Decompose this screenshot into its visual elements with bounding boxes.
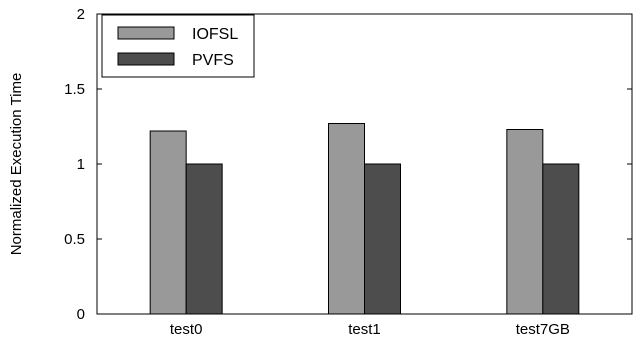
bar-iofsl-test1 xyxy=(328,123,365,315)
y-tick-label: 0 xyxy=(77,306,85,323)
legend-box xyxy=(101,14,255,78)
bar-pvfs-test1 xyxy=(364,163,401,315)
x-tick-label: test7GB xyxy=(516,321,570,338)
legend: IOFSL PVFS xyxy=(101,14,255,78)
x-tick-label: test1 xyxy=(348,321,381,338)
plot-frame xyxy=(96,13,633,315)
bar-pvfs-test7gb xyxy=(542,163,580,315)
legend-swatch-iofsl xyxy=(117,26,175,40)
x-tick-label: test0 xyxy=(170,321,203,338)
y-tick-label: 1 xyxy=(77,156,85,173)
bar-pvfs-test0 xyxy=(185,163,223,315)
y-tick-label: 0.5 xyxy=(64,231,85,248)
legend-label-iofsl: IOFSL xyxy=(192,26,238,43)
legend-swatch-pvfs xyxy=(117,52,175,66)
bars-layer xyxy=(149,123,580,315)
labels-layer: 0 0.5 1 1.5 2 test0 test1 test7GB xyxy=(64,6,570,338)
bar-iofsl-test7gb xyxy=(506,129,544,315)
bar-iofsl-test0 xyxy=(149,130,187,315)
legend-label-pvfs: PVFS xyxy=(192,52,234,69)
y-axis-label: Normalized Execution Time xyxy=(8,73,25,256)
y-tick-label: 1.5 xyxy=(64,81,85,98)
y-tick-label: 2 xyxy=(77,6,85,23)
